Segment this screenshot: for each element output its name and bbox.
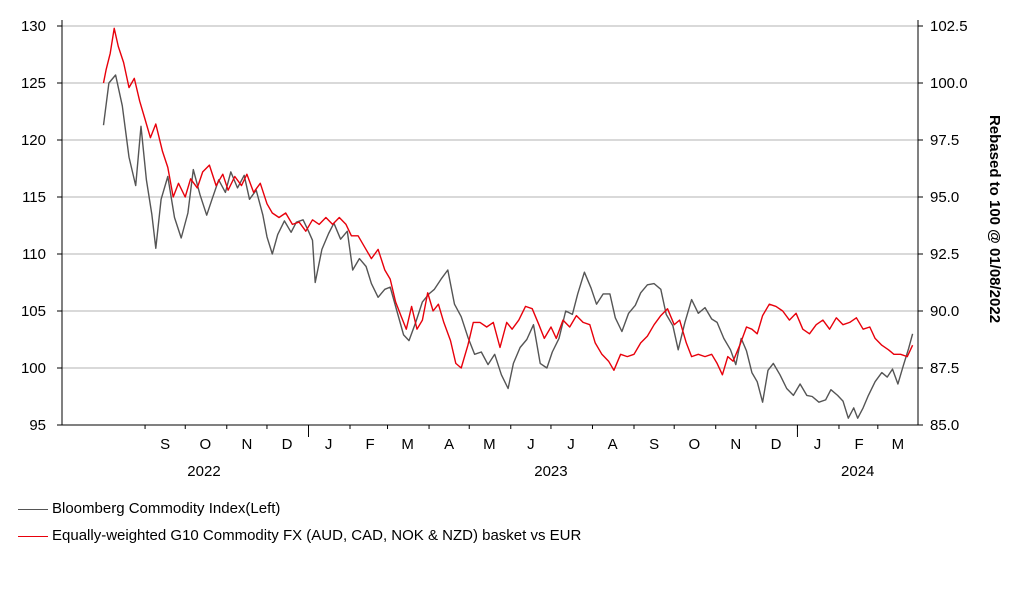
x-tick-label: S [649,436,659,453]
axes [57,20,923,437]
left-tick-label: 115 [22,189,46,206]
right-tick-label: 100.0 [930,75,968,92]
left-tick-label: 95 [29,417,46,434]
x-tick-label: O [200,436,212,453]
left-tick-label: 125 [21,75,46,92]
x-tick-label: D [771,436,782,453]
x-axis-ticks: S O N D J F M A M J J A S O N D J F M 2022 2023 2024 [160,436,904,480]
right-tick-label: 87.5 [930,360,959,377]
year-label: 2022 [187,463,220,480]
right-tick-label: 95.0 [930,189,959,206]
x-tick-label: N [241,436,252,453]
x-tick-label: M [892,436,905,453]
legend: Bloomberg Commodity Index(Left) Equally-… [18,500,612,554]
right-axis-title: Rebased to 100 @ 01/08/2022 [986,115,1003,323]
legend-label-g10-fx: Equally-weighted G10 Commodity FX (AUD, … [52,527,582,544]
x-tick-label: A [444,436,454,453]
legend-label-bloomberg: Bloomberg Commodity Index(Left) [52,500,281,517]
year-label: 2024 [841,463,874,480]
x-tick-label: S [160,436,170,453]
x-tick-label: O [688,436,700,453]
x-tick-label: F [366,436,375,453]
year-label: 2023 [534,463,567,480]
left-tick-label: 100 [21,360,46,377]
x-tick-label: M [483,436,496,453]
x-tick-label: J [325,436,333,453]
left-tick-label: 105 [21,303,46,320]
series-lines [102,27,914,419]
x-tick-label: M [401,436,414,453]
right-axis-ticks: 85.0 87.5 90.0 92.5 95.0 97.5 100.0 102.5 [930,18,968,434]
x-tick-label: J [527,436,535,453]
series-line-bloomberg [102,74,914,419]
series-line-g10-fx [102,27,914,376]
legend-swatch-g10-fx [18,536,48,537]
x-tick-label: J [814,436,822,453]
legend-swatch-bloomberg [18,509,48,510]
x-tick-label: D [282,436,293,453]
right-tick-label: 92.5 [930,246,959,263]
x-tick-label: N [730,436,741,453]
right-tick-label: 102.5 [930,18,968,35]
left-tick-label: 110 [22,246,46,263]
gridlines [62,25,918,426]
left-tick-label: 120 [21,132,46,149]
x-tick-label: F [854,436,863,453]
right-tick-label: 85.0 [930,417,959,434]
x-tick-label: A [608,436,618,453]
legend-item-bloomberg: Bloomberg Commodity Index(Left) [18,500,612,517]
x-tick-label: J [567,436,575,453]
left-tick-label: 130 [21,18,46,35]
right-tick-label: 97.5 [930,132,959,149]
legend-item-g10-fx: Equally-weighted G10 Commodity FX (AUD, … [18,527,612,544]
left-axis-ticks: 95 100 105 110 115 120 125 130 [21,18,46,434]
right-tick-label: 90.0 [930,303,959,320]
